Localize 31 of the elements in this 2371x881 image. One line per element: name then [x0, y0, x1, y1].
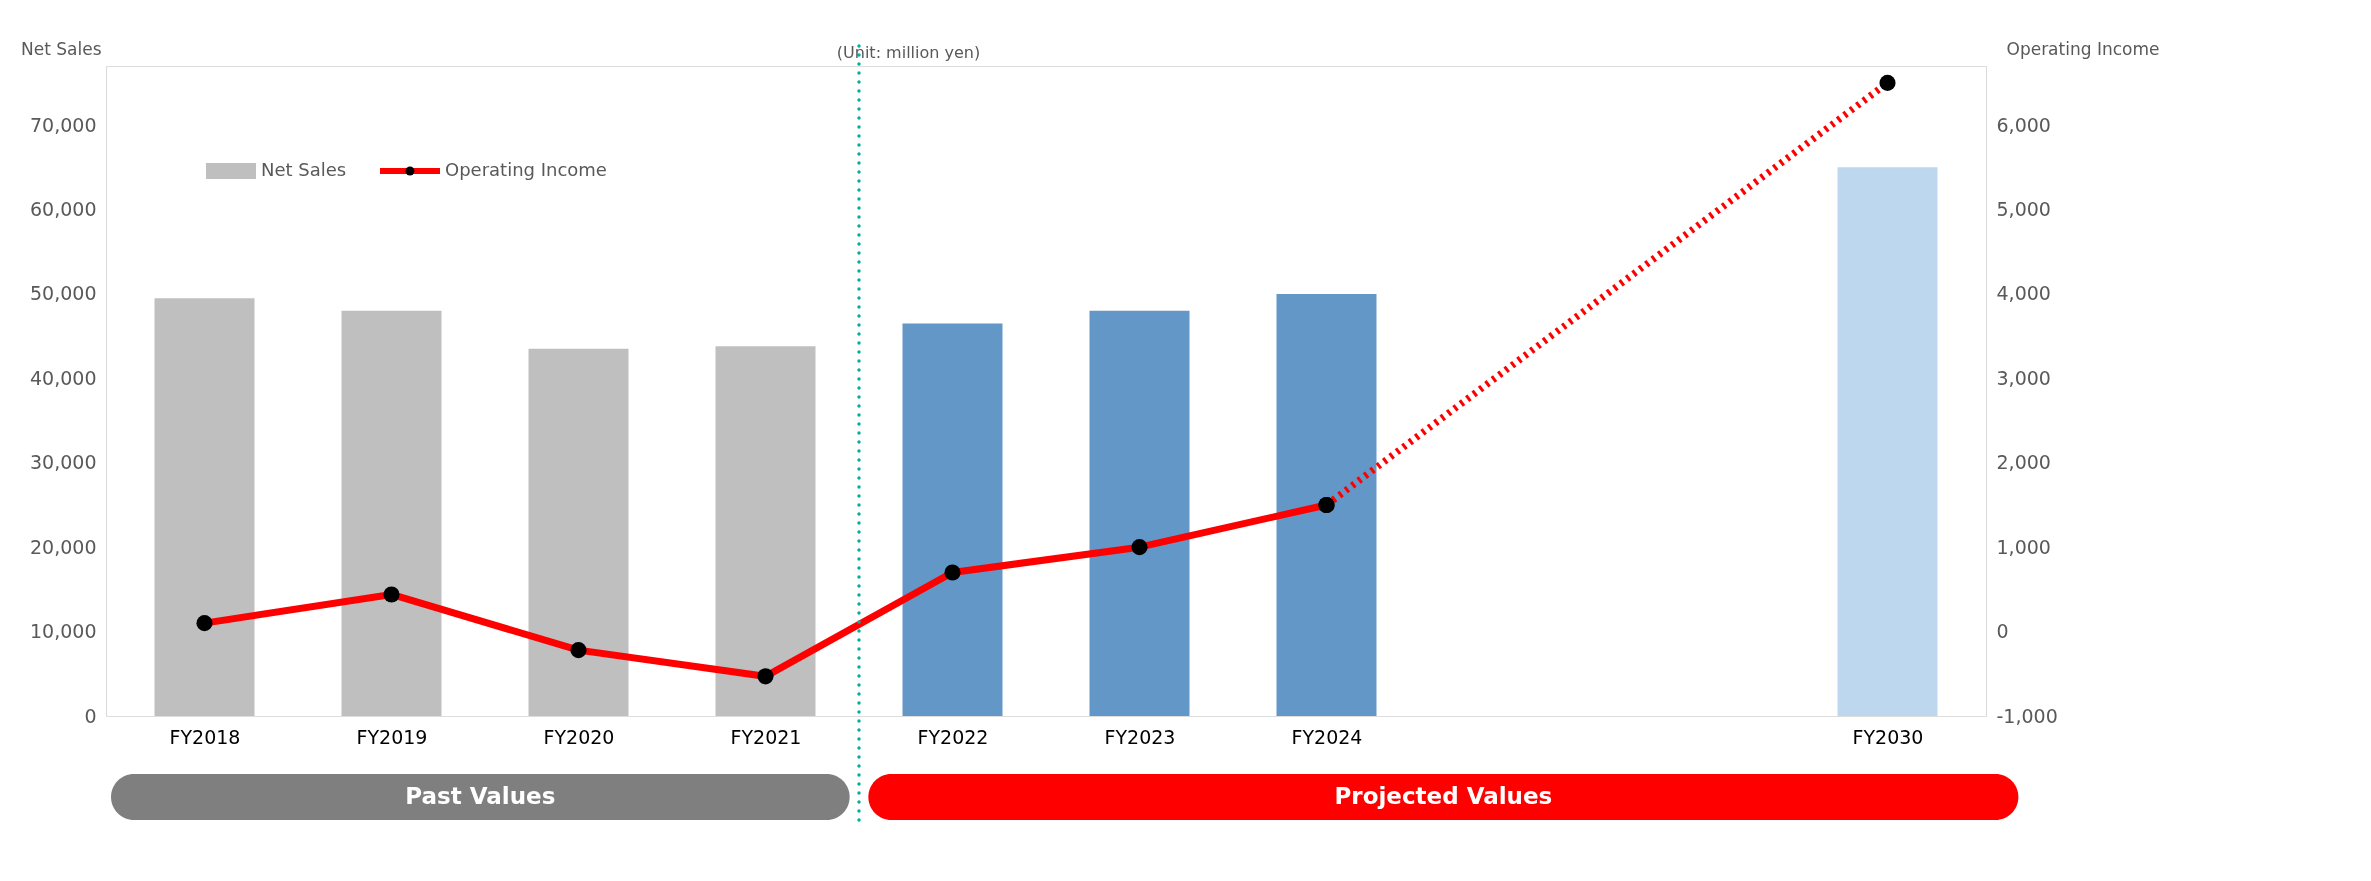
y-axis-title: Net Sales [21, 38, 102, 59]
y2-tick-label: -1,000 [1996, 704, 2058, 727]
y2-tick-label: 5,000 [1996, 198, 2051, 221]
y2-tick-label: 4,000 [1996, 282, 2051, 305]
x-tick-label: FY2021 [730, 725, 802, 748]
y-tick-label: 40,000 [30, 366, 97, 389]
y-tick-label: 0 [84, 704, 97, 727]
x-tick-label: FY2022 [917, 725, 989, 748]
legend-label: Net Sales [261, 159, 347, 180]
y-tick-label: 70,000 [30, 113, 97, 136]
y-tick-label: 50,000 [30, 282, 97, 305]
y-tick-label: 30,000 [30, 451, 97, 474]
y2-tick-label: 2,000 [1996, 451, 2051, 474]
x-tick-label: FY2024 [1291, 725, 1363, 748]
y-tick-label: 20,000 [30, 535, 97, 558]
x-tick-label: FY2023 [1104, 725, 1176, 748]
y2-tick-label: 0 [1996, 620, 2009, 643]
x-tick-label: FY2018 [169, 725, 241, 748]
y2-tick-label: 3,000 [1996, 366, 2051, 389]
x-tick-label: FY2030 [1852, 725, 1924, 748]
y-tick-label: 60,000 [30, 198, 97, 221]
y-tick-label: 10,000 [30, 620, 97, 643]
legend-label: Operating Income [445, 159, 607, 180]
y2-tick-label: 6,000 [1996, 113, 2051, 136]
x-tick-label: FY2019 [356, 725, 428, 748]
text: (Unit: million yen) [836, 43, 981, 62]
y2-axis-title: Operating Income [2006, 38, 2160, 59]
y2-tick-label: 1,000 [1996, 535, 2051, 558]
text: Projected Values [1334, 783, 1553, 809]
text: Past Values [405, 783, 556, 809]
x-tick-label: FY2020 [543, 725, 615, 748]
